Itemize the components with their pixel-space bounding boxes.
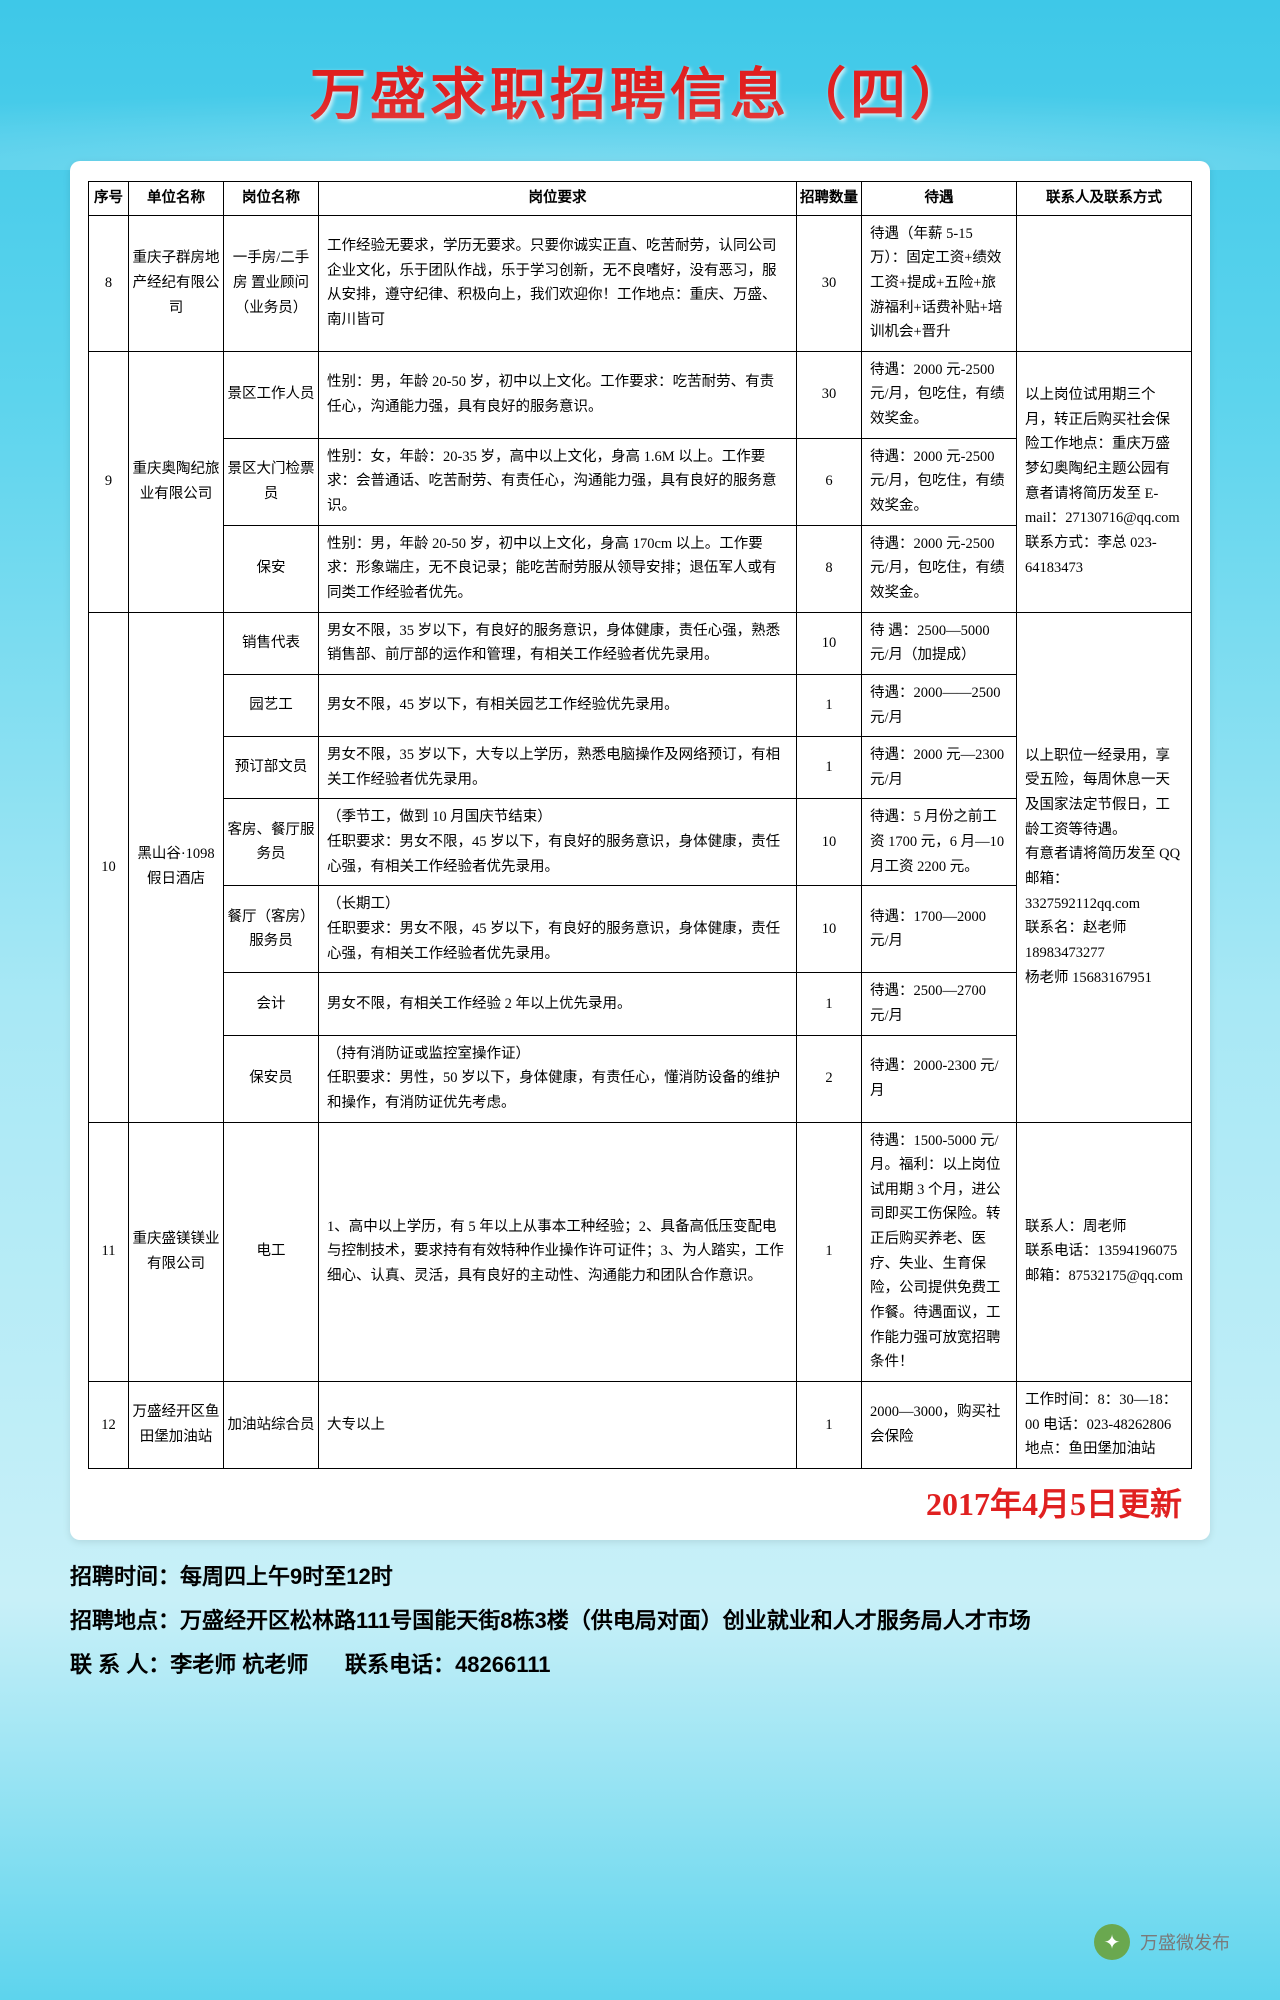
cell-job: 餐厅（客房）服务员 (224, 886, 319, 973)
cell-job: 景区大门检票员 (224, 438, 319, 525)
cell-treatment: 待遇：2500—2700 元/月 (862, 973, 1017, 1035)
cell-contact: 以上职位一经录用，享受五险，每周休息一天及国家法定节假日，工龄工资等待遇。 有意… (1017, 612, 1192, 1122)
cell-treatment: 待遇：1700—2000 元/月 (862, 886, 1017, 973)
cell-treatment: 待遇：1500-5000 元/月。福利：以上岗位试用期 3 个月，进公司即买工伤… (862, 1122, 1017, 1381)
cell-requirement: 性别：男，年龄 20-50 岁，初中以上文化，身高 170cm 以上。工作要求：… (319, 525, 797, 612)
col-req: 岗位要求 (319, 182, 797, 216)
cell-requirement: 大专以上 (319, 1381, 797, 1468)
cell-treatment: 待遇：2000-2300 元/月 (862, 1035, 1017, 1122)
col-company: 单位名称 (129, 182, 224, 216)
cell-requirement: 性别：女，年龄：20-35 岁，高中以上文化，身高 1.6M 以上。工作要求：会… (319, 438, 797, 525)
col-no: 序号 (89, 182, 129, 216)
cell-requirement: （季节工，做到 10 月国庆节结束） 任职要求：男女不限，45 岁以下，有良好的… (319, 799, 797, 886)
cell-no: 11 (89, 1122, 129, 1381)
cell-treatment: 待遇：2000 元-2500 元/月，包吃住，有绩效奖金。 (862, 438, 1017, 525)
cell-treatment: 2000—3000，购买社会保险 (862, 1381, 1017, 1468)
cell-count: 1 (797, 1122, 862, 1381)
cell-job: 加油站综合员 (224, 1381, 319, 1468)
col-treat: 待遇 (862, 182, 1017, 216)
cell-no: 12 (89, 1381, 129, 1468)
cell-job: 销售代表 (224, 612, 319, 674)
cell-count: 10 (797, 612, 862, 674)
cell-company: 重庆奥陶纪旅业有限公司 (129, 351, 224, 612)
cell-job: 景区工作人员 (224, 351, 319, 438)
cell-job: 电工 (224, 1122, 319, 1381)
cell-count: 10 (797, 886, 862, 973)
cell-treatment: 待遇（年薪 5-15 万）：固定工资+绩效工资+提成+五险+旅游福利+话费补贴+… (862, 215, 1017, 351)
watermark-text: 万盛微发布 (1140, 1929, 1230, 1955)
cell-count: 1 (797, 973, 862, 1035)
footer-time: 招聘时间：每周四上午9时至12时 (70, 1555, 1210, 1599)
cell-treatment: 待遇：5 月份之前工资 1700 元，6 月—10 月工资 2200 元。 (862, 799, 1017, 886)
cell-count: 6 (797, 438, 862, 525)
cell-company: 万盛经开区鱼田堡加油站 (129, 1381, 224, 1468)
cell-requirement: 1、高中以上学历，有 5 年以上从事本工种经验；2、具备高低压变配电与控制技术，… (319, 1122, 797, 1381)
cell-requirement: 男女不限，有相关工作经验 2 年以上优先录用。 (319, 973, 797, 1035)
cell-job: 预订部文员 (224, 737, 319, 799)
cell-company: 重庆子群房地产经纪有限公司 (129, 215, 224, 351)
cell-requirement: 男女不限，45 岁以下，有相关园艺工作经验优先录用。 (319, 674, 797, 736)
cell-count: 1 (797, 1381, 862, 1468)
cell-job: 会计 (224, 973, 319, 1035)
cell-count: 1 (797, 674, 862, 736)
footer-addr: 招聘地点：万盛经开区松林路111号国能天街8栋3楼（供电局对面）创业就业和人才服… (70, 1599, 1210, 1643)
cell-requirement: （持有消防证或监控室操作证） 任职要求：男性，50 岁以下，身体健康，有责任心，… (319, 1035, 797, 1122)
footer-contact: 联 系 人：李老师 杭老师 联系电话：48266111 (70, 1643, 1210, 1687)
cell-count: 1 (797, 737, 862, 799)
cell-contact: 工作时间：8：30—18：00 电话：023-48262806 地点：鱼田堡加油… (1017, 1381, 1192, 1468)
cell-requirement: 男女不限，35 岁以下，大专以上学历，熟悉电脑操作及网络预订，有相关工作经验者优… (319, 737, 797, 799)
table-row: 9重庆奥陶纪旅业有限公司景区工作人员性别：男，年龄 20-50 岁，初中以上文化… (89, 351, 1192, 438)
wechat-icon: ✦ (1094, 1924, 1130, 1960)
cell-requirement: 工作经验无要求，学历无要求。只要你诚实正直、吃苦耐劳，认同公司企业文化，乐于团队… (319, 215, 797, 351)
cell-count: 8 (797, 525, 862, 612)
cell-job: 园艺工 (224, 674, 319, 736)
col-count: 招聘数量 (797, 182, 862, 216)
cell-count: 30 (797, 215, 862, 351)
cell-company: 黑山谷·1098 假日酒店 (129, 612, 224, 1122)
cell-treatment: 待 遇：2500—5000 元/月（加提成） (862, 612, 1017, 674)
table-row: 11重庆盛镁镁业有限公司电工1、高中以上学历，有 5 年以上从事本工种经验；2、… (89, 1122, 1192, 1381)
cell-treatment: 待遇：2000 元—2300 元/月 (862, 737, 1017, 799)
footer-info: 招聘时间：每周四上午9时至12时 招聘地点：万盛经开区松林路111号国能天街8栋… (70, 1555, 1210, 1687)
cell-requirement: 男女不限，35 岁以下，有良好的服务意识，身体健康，责任心强，熟悉销售部、前厅部… (319, 612, 797, 674)
table-row: 12万盛经开区鱼田堡加油站加油站综合员大专以上12000—3000，购买社会保险… (89, 1381, 1192, 1468)
cell-contact: 以上岗位试用期三个月，转正后购买社会保险工作地点：重庆万盛梦幻奥陶纪主题公园有意… (1017, 351, 1192, 612)
cell-requirement: 性别：男，年龄 20-50 岁，初中以上文化。工作要求：吃苦耐劳、有责任心，沟通… (319, 351, 797, 438)
col-contact: 联系人及联系方式 (1017, 182, 1192, 216)
table-row: 8重庆子群房地产经纪有限公司一手房/二手房 置业顾问（业务员）工作经验无要求，学… (89, 215, 1192, 351)
cell-job: 保安员 (224, 1035, 319, 1122)
cell-no: 10 (89, 612, 129, 1122)
cell-contact (1017, 215, 1192, 351)
cell-treatment: 待遇：2000 元-2500 元/月，包吃住，有绩效奖金。 (862, 525, 1017, 612)
cell-job: 保安 (224, 525, 319, 612)
table-row: 10黑山谷·1098 假日酒店销售代表男女不限，35 岁以下，有良好的服务意识，… (89, 612, 1192, 674)
cell-count: 2 (797, 1035, 862, 1122)
cell-no: 9 (89, 351, 129, 612)
cell-job: 一手房/二手房 置业顾问（业务员） (224, 215, 319, 351)
cell-treatment: 待遇：2000 元-2500 元/月，包吃住，有绩效奖金。 (862, 351, 1017, 438)
watermark: ✦ 万盛微发布 (1094, 1924, 1230, 1960)
cell-count: 30 (797, 351, 862, 438)
cell-job: 客房、餐厅服务员 (224, 799, 319, 886)
cell-company: 重庆盛镁镁业有限公司 (129, 1122, 224, 1381)
cell-requirement: （长期工） 任职要求：男女不限，45 岁以下，有良好的服务意识，身体健康，责任心… (319, 886, 797, 973)
cell-treatment: 待遇：2000——2500 元/月 (862, 674, 1017, 736)
content-panel: 序号 单位名称 岗位名称 岗位要求 招聘数量 待遇 联系人及联系方式 8重庆子群… (70, 161, 1210, 1540)
update-date: 2017年4月5日更新 (88, 1479, 1192, 1525)
job-table: 序号 单位名称 岗位名称 岗位要求 招聘数量 待遇 联系人及联系方式 8重庆子群… (88, 181, 1192, 1469)
cell-contact: 联系人：周老师 联系电话：13594196075 邮箱：87532175@qq.… (1017, 1122, 1192, 1381)
cell-no: 8 (89, 215, 129, 351)
col-job: 岗位名称 (224, 182, 319, 216)
cell-count: 10 (797, 799, 862, 886)
